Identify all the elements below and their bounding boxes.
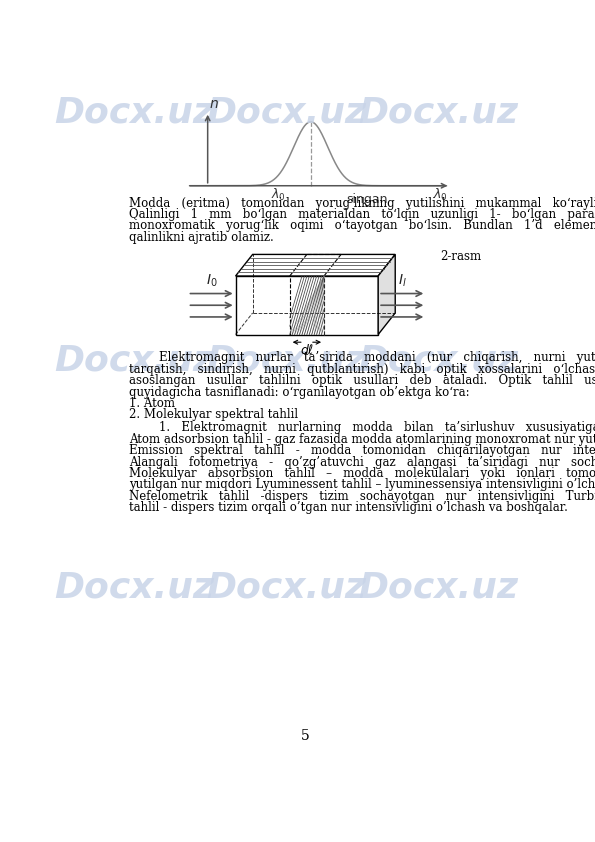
Text: Docx.uz: Docx.uz bbox=[359, 344, 519, 377]
Text: Docx.uz: Docx.uz bbox=[206, 571, 367, 605]
Text: 2. Molekulyar spektral tahlil: 2. Molekulyar spektral tahlil bbox=[129, 408, 298, 422]
Text: monoxromatik   yorug‘lik   oqimi   o‘tayotgan   bo‘lsin.   Bundlan   1’d   eleme: monoxromatik yorug‘lik oqimi o‘tayotgan … bbox=[129, 219, 595, 232]
Text: n: n bbox=[210, 97, 219, 111]
Text: 5: 5 bbox=[300, 728, 309, 743]
Text: tahlil - dispers tizim orqali o’tgan nur intensivligini o’lchash va boshqalar.: tahlil - dispers tizim orqali o’tgan nur… bbox=[129, 501, 568, 514]
Text: Docx.uz: Docx.uz bbox=[54, 344, 214, 377]
Polygon shape bbox=[236, 254, 395, 276]
Text: yutilgan nur miqdori Lyuminessent tahlil – lyuminessensiya intensivligini o’lcha: yutilgan nur miqdori Lyuminessent tahlil… bbox=[129, 478, 595, 492]
Text: Docx.uz: Docx.uz bbox=[359, 96, 519, 130]
Text: $\lambda_0$: $\lambda_0$ bbox=[434, 187, 449, 204]
Text: Modda   (eritma)   tomonidan   yorug‘likning   yutilishini   mukammal   ko‘rayli: Modda (eritma) tomonidan yorug‘likning y… bbox=[129, 196, 595, 210]
Text: Molekulyar   absorbsion   tahlil   –   modda   molekulalari   yoki   ionlari   t: Molekulyar absorbsion tahlil – modda mol… bbox=[129, 467, 595, 480]
Text: tarqatish,   sindirish,   nurni   qutblantirish)   kabi   optik   xossalarini   : tarqatish, sindirish, nurni qutblantiris… bbox=[129, 363, 595, 376]
Text: Docx.uz: Docx.uz bbox=[54, 571, 214, 605]
Text: 2-rasm: 2-rasm bbox=[440, 250, 481, 263]
Text: $d\ell$: $d\ell$ bbox=[300, 343, 314, 357]
Text: Docx.uz: Docx.uz bbox=[54, 96, 214, 130]
Text: Atom adsorbsion tahlil - gaz fazasida modda atomlarining monoxromat nur yutishi: Atom adsorbsion tahlil - gaz fazasida mo… bbox=[129, 433, 595, 445]
Text: singan: singan bbox=[346, 194, 388, 206]
Text: Alangali   fotometriya   -   qo’zg’atuvchi   gaz   alangasi   ta’siridagi   nur : Alangali fotometriya - qo’zg’atuvchi gaz… bbox=[129, 456, 595, 468]
Text: Qalinligi   1   mm   bo‘lgan   materialdan   to‘lqin   uzunligi   1-   bo‘lgan  : Qalinligi 1 mm bo‘lgan materialdan to‘lq… bbox=[129, 208, 595, 221]
Text: Elektromagnit   nurlar   ta’sirida   moddani   (nur   chiqarish,   nurni   yutis: Elektromagnit nurlar ta’sirida moddani (… bbox=[129, 351, 595, 365]
Text: 1. Atom: 1. Atom bbox=[129, 397, 175, 410]
Text: Docx.uz: Docx.uz bbox=[206, 96, 367, 130]
Text: $I_l$: $I_l$ bbox=[398, 273, 406, 289]
Text: asoslangan   usullar   tahlilni   optik   usullari   deb   ataladi.   Optik   ta: asoslangan usullar tahlilni optik usulla… bbox=[129, 374, 595, 387]
Text: quyidagicha tasniflanadi: o‘rganilayotgan ob’ektga ko‘ra:: quyidagicha tasniflanadi: o‘rganilayotga… bbox=[129, 386, 469, 398]
Text: $I_0$: $I_0$ bbox=[206, 273, 217, 289]
Text: qalinlikni ajratib olamiz.: qalinlikni ajratib olamiz. bbox=[129, 231, 274, 243]
Text: Docx.uz: Docx.uz bbox=[206, 344, 367, 377]
Text: Emission   spektral   tahlil   -   modda   tomonidan   chiqarilayotgan   nur   i: Emission spektral tahlil - modda tomonid… bbox=[129, 444, 595, 457]
Text: Docx.uz: Docx.uz bbox=[359, 571, 519, 605]
Text: Nefelometrik   tahlil   -dispers   tizim   sochayotgan   nur   intensivligini   : Nefelometrik tahlil -dispers tizim socha… bbox=[129, 490, 595, 503]
Polygon shape bbox=[378, 254, 395, 334]
Text: $\lambda_0$: $\lambda_0$ bbox=[271, 187, 286, 204]
Text: 1.   Elektromagnit   nurlarning   modda   bilan   ta’sirlushuv   xususiyatiga   : 1. Elektromagnit nurlarning modda bilan … bbox=[129, 421, 595, 434]
